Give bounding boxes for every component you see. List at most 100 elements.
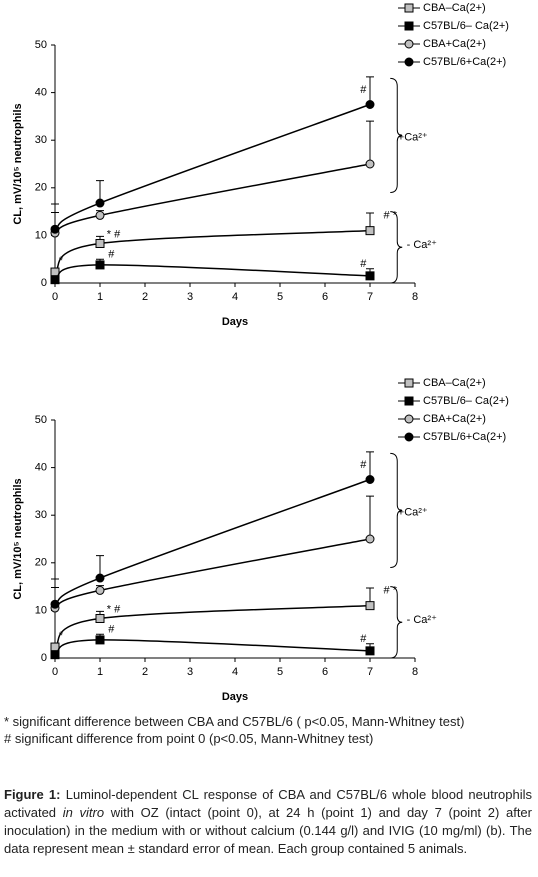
y-tick-label: 40 bbox=[35, 87, 47, 99]
annotation: # bbox=[360, 633, 367, 645]
y-tick-label: 20 bbox=[35, 557, 47, 569]
annotation: # bbox=[108, 248, 115, 260]
x-tick-label: 7 bbox=[367, 666, 373, 678]
marker bbox=[95, 635, 105, 645]
error-bar bbox=[366, 451, 374, 480]
annotation: - Ca²⁺ bbox=[407, 239, 437, 251]
annotation: - Ca²⁺ bbox=[407, 614, 437, 626]
legend-swatch bbox=[404, 57, 414, 67]
annotation: # * bbox=[384, 209, 398, 221]
series-line bbox=[54, 538, 371, 609]
legend-swatch bbox=[404, 432, 414, 442]
series-line bbox=[54, 478, 371, 605]
y-tick-label: 50 bbox=[35, 39, 47, 51]
x-tick-label: 3 bbox=[187, 666, 193, 678]
legend-swatch bbox=[404, 21, 414, 31]
legend-swatch bbox=[404, 414, 414, 424]
marker bbox=[365, 271, 375, 281]
caption-label: Figure 1: bbox=[4, 787, 61, 802]
marker bbox=[95, 613, 105, 623]
marker bbox=[365, 226, 375, 236]
note: * significant difference between CBA and… bbox=[4, 714, 465, 729]
marker bbox=[95, 573, 105, 583]
annotation: * # bbox=[107, 603, 121, 615]
marker bbox=[95, 585, 105, 595]
marker bbox=[50, 224, 60, 234]
marker bbox=[365, 159, 375, 169]
x-tick-label: 8 bbox=[412, 666, 418, 678]
legend-swatch bbox=[404, 3, 414, 13]
legend-label: CBA–Ca(2+) bbox=[423, 2, 486, 14]
series-line bbox=[54, 103, 371, 230]
chart: 0 10 20 30 40 50 0 1 2 3 4 5 6 7 8 Days CL, mV/10⁵ neutr… bbox=[12, 377, 509, 703]
marker bbox=[95, 198, 105, 208]
x-tick-label: 5 bbox=[277, 666, 283, 678]
legend-label: CBA–Ca(2+) bbox=[423, 377, 486, 389]
annotation: # bbox=[360, 258, 367, 270]
y-axis-label: CL, mV/10⁵ neutrophils bbox=[12, 103, 24, 224]
x-tick-label: 7 bbox=[367, 291, 373, 303]
annotation: +Ca²⁺ bbox=[398, 507, 428, 519]
caption-text: with OZ (intact (point 0), at 24 h (poin… bbox=[4, 805, 532, 856]
legend-label: CBA+Ca(2+) bbox=[423, 413, 486, 425]
chart: 0 10 20 30 40 50 0 1 2 3 4 5 6 7 8 Days CL, mV/10⁵ neutr… bbox=[12, 2, 509, 328]
caption-text: Luminol-dependent CL response of CBA and… bbox=[4, 787, 532, 820]
x-tick-label: 0 bbox=[52, 291, 58, 303]
legend-swatch bbox=[404, 39, 414, 49]
series-line bbox=[54, 604, 371, 648]
y-axis-label: CL, mV/10⁵ neutrophils bbox=[12, 478, 24, 599]
x-axis-label: Days bbox=[222, 691, 248, 703]
y-tick-label: 0 bbox=[41, 277, 47, 289]
y-tick-label: 40 bbox=[35, 462, 47, 474]
series-line bbox=[54, 229, 371, 273]
marker bbox=[95, 260, 105, 270]
marker bbox=[365, 646, 375, 656]
series-line bbox=[54, 163, 371, 234]
annotation: * bbox=[59, 255, 64, 267]
x-axis-label: Days bbox=[222, 316, 248, 328]
legend-label: CBA+Ca(2+) bbox=[423, 38, 486, 50]
x-tick-label: 2 bbox=[142, 666, 148, 678]
annotation: # bbox=[360, 84, 367, 96]
note: # significant difference from point 0 (p… bbox=[4, 731, 374, 746]
annotation: # bbox=[360, 459, 367, 471]
error-bar bbox=[366, 76, 374, 105]
brace bbox=[390, 452, 403, 569]
brace bbox=[390, 211, 403, 284]
annotation: +Ca²⁺ bbox=[398, 132, 428, 144]
y-tick-label: 10 bbox=[35, 229, 47, 241]
notes: * significant difference between CBA and… bbox=[4, 713, 532, 747]
marker bbox=[50, 599, 60, 609]
y-tick-label: 30 bbox=[35, 509, 47, 521]
annotation: # * bbox=[384, 584, 398, 596]
legend-label: C57BL/6+Ca(2+) bbox=[423, 431, 506, 443]
y-tick-label: 0 bbox=[41, 652, 47, 664]
x-tick-label: 2 bbox=[142, 291, 148, 303]
x-tick-label: 4 bbox=[232, 666, 238, 678]
series-line bbox=[54, 639, 371, 656]
x-tick-label: 8 bbox=[412, 291, 418, 303]
y-tick-label: 30 bbox=[35, 134, 47, 146]
marker bbox=[365, 534, 375, 544]
legend-label: C57BL/6– Ca(2+) bbox=[423, 395, 509, 407]
marker bbox=[95, 210, 105, 220]
annotation: * bbox=[59, 630, 64, 642]
series-line bbox=[54, 264, 371, 281]
x-tick-label: 0 bbox=[52, 666, 58, 678]
y-tick-label: 10 bbox=[35, 604, 47, 616]
legend-swatch bbox=[404, 378, 414, 388]
marker bbox=[50, 650, 60, 660]
marker bbox=[365, 475, 375, 484]
caption-text: in vitro bbox=[62, 805, 105, 820]
x-tick-label: 5 bbox=[277, 291, 283, 303]
x-tick-label: 1 bbox=[97, 291, 103, 303]
error-bar bbox=[366, 495, 374, 539]
legend-swatch bbox=[404, 396, 414, 406]
x-tick-label: 3 bbox=[187, 291, 193, 303]
marker bbox=[50, 275, 60, 285]
brace bbox=[390, 77, 403, 194]
brace bbox=[390, 586, 403, 659]
x-tick-label: 1 bbox=[97, 666, 103, 678]
